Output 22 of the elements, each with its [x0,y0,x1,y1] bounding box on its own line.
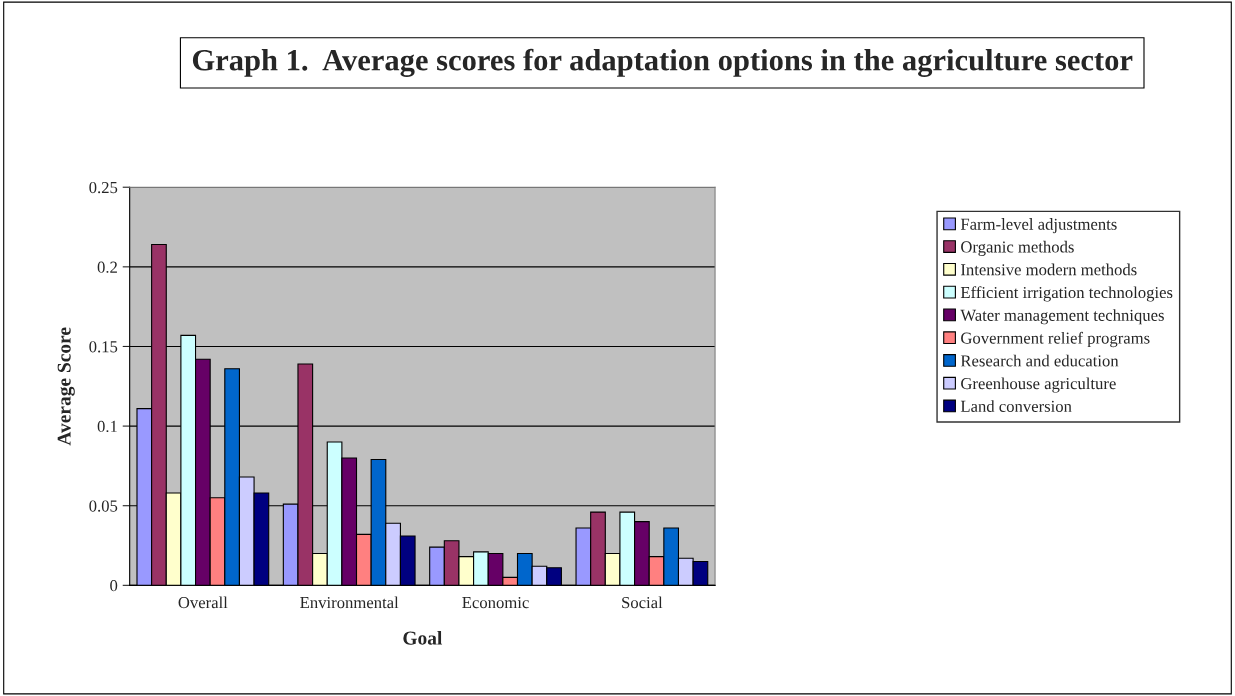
y-tick-label: 0 [110,580,118,592]
x-axis-title: Goal [403,631,443,645]
legend-label: Intensive modern methods [960,263,1137,276]
x-tick-label: Economic [462,596,529,609]
x-tick-label: Environmental [300,596,399,609]
legend-label: Efficient irrigation technologies [960,286,1173,302]
legend-label: Research and education [960,354,1119,367]
y-tick-label: 0.25 [89,181,118,194]
legend-label: Government relief programs [961,331,1150,348]
legend-label: Organic methods [961,240,1074,256]
x-tick-label: Overall [178,596,228,609]
chart-title: Graph 1. Average scores for adaptation options in the agriculture sector [192,48,1133,77]
y-tick-label: 0.05 [89,500,118,512]
legend-label: Water management techniques [960,309,1164,325]
y-tick-label: 0.15 [89,341,118,353]
legend-label: Farm-level adjustments [960,218,1117,234]
y-axis-title: Average Score [57,327,75,446]
legend-label: Greenhouse agriculture [961,377,1116,393]
y-tick-label: 0.2 [97,261,117,273]
y-tick-label: 0.1 [97,420,117,433]
x-tick-label: Social [622,596,663,609]
legend-label: Land conversion [960,400,1072,412]
